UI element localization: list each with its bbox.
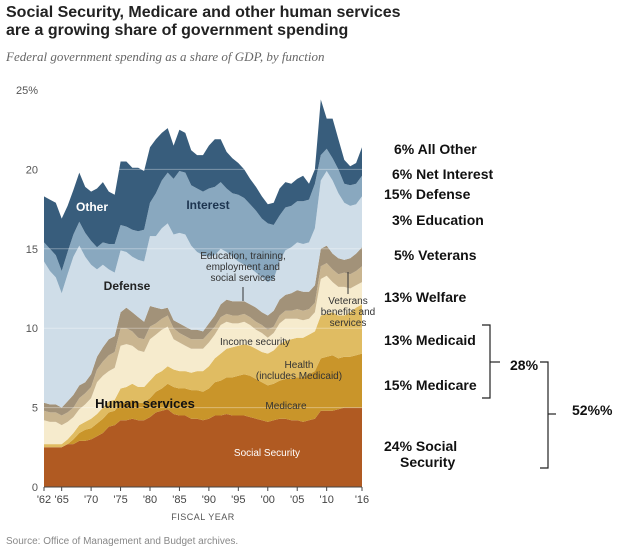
x-tick-label: '75 <box>113 494 127 506</box>
right-annotation-line: 13% Welfare <box>384 289 467 305</box>
right-annotation: 5% Veterans <box>394 247 477 263</box>
right-annotation: 52%% <box>572 402 612 418</box>
y-tick-label: 10 <box>26 323 38 335</box>
right-annotation-line: 15% Medicare <box>384 377 477 393</box>
area-interest <box>44 148 362 294</box>
area-label-line: Medicare <box>265 401 307 412</box>
axes: 0 5 10 15 20 25% '62'65 '70 '75 '80 '85 '90 '95 '00 '0… <box>16 85 369 522</box>
x-tick-label: '85 <box>172 494 186 506</box>
source-note: Source: Office of Management and Budget … <box>6 536 239 547</box>
y-tick-label: 15 <box>26 244 38 256</box>
area-label: Social Security <box>234 448 300 459</box>
x-tick-label: '80 <box>143 494 157 506</box>
right-annotation: 15% Medicare <box>384 377 477 393</box>
area-label: Other <box>76 200 108 214</box>
x-tick-label: '90 <box>202 494 216 506</box>
area-labels: Social Security Medicare Health (includes M… <box>76 198 375 459</box>
right-annotation-line: 3% Education <box>392 212 484 228</box>
x-tick-label: '10 <box>319 494 333 506</box>
area-label-line: Health <box>285 360 314 371</box>
x-tick-label: '05 <box>290 494 304 506</box>
right-annotation: 15% Defense <box>384 186 470 202</box>
area-label-line: benefits and <box>321 307 376 318</box>
y-tick-label: 25% <box>16 85 38 97</box>
area-layers <box>44 99 362 487</box>
right-annotation-line: 15% Defense <box>384 186 471 202</box>
area-label-line: Other <box>76 200 108 214</box>
right-annotation: 6% All Other <box>394 141 477 157</box>
chart-title: Social Security, Medicare and other huma… <box>6 4 401 39</box>
area-label-line: Interest <box>186 198 229 212</box>
area-income-security <box>44 275 362 445</box>
area-defense <box>44 171 362 408</box>
right-annotation-line: 52%% <box>572 402 613 418</box>
right-annotation-line: 6% Net Interest <box>392 166 494 182</box>
area-label-line: Education, training, <box>200 251 286 262</box>
area-label: Health (includes Medicaid) <box>256 360 342 382</box>
right-annotation-line: 28% <box>510 357 539 373</box>
x-tick-label: '95 <box>231 494 245 506</box>
area-label-line: Veterans <box>328 296 367 307</box>
y-tick-label: 20 <box>26 164 38 176</box>
area-education-training-employment-and-social-services <box>44 245 362 416</box>
right-annotation: 13% Medicaid <box>384 332 476 348</box>
group-label-human-services: Human services <box>95 396 195 411</box>
right-annotation: 6% Net Interest <box>392 166 493 182</box>
right-annotation-line: 6% All Other <box>394 141 477 157</box>
area-other <box>44 99 362 271</box>
area-label-line: employment and <box>206 262 280 273</box>
x-tick-label: '62 <box>37 494 51 506</box>
area-label-line: social services <box>210 273 275 284</box>
area-label: Veterans benefits and services <box>321 296 376 329</box>
x-tick-label: '65 <box>54 494 68 506</box>
right-annotation-line: 24% Social <box>384 438 458 454</box>
area-label: Income security <box>220 337 290 348</box>
area-label-line: services <box>330 318 367 329</box>
area-label-line: Defense <box>104 279 151 293</box>
area-medicare <box>44 353 362 448</box>
chart-subtitle: Federal government spending as a share o… <box>6 49 325 64</box>
y-tick-label: 5 <box>32 403 38 415</box>
right-annotation-line: 13% Medicaid <box>384 332 476 348</box>
right-annotation: 3% Education <box>392 212 484 228</box>
area-health-includes-medicaid- <box>44 304 362 448</box>
gridlines <box>44 89 362 409</box>
x-tick-label: '00 <box>261 494 275 506</box>
right-annotation-line: Security <box>400 454 456 470</box>
area-label: Defense <box>104 279 151 293</box>
area-label: Medicare <box>265 401 307 412</box>
x-tick-label: '70 <box>84 494 98 506</box>
right-annotation: 28% <box>510 357 538 373</box>
bracket <box>482 324 491 399</box>
x-tick-label: '16 <box>355 494 369 506</box>
right-annotation-line: 5% Veterans <box>394 247 477 263</box>
y-tick-label: 0 <box>32 482 38 494</box>
area-social-security <box>44 407 362 487</box>
area-label: Interest <box>186 198 229 212</box>
bracket <box>540 361 549 469</box>
x-axis-label: FISCAL YEAR <box>171 512 235 522</box>
area-label-line: (includes Medicaid) <box>256 371 342 382</box>
right-annotation: 24% Social Security <box>384 438 457 470</box>
area-veterans-benefits-and-services <box>44 263 362 426</box>
right-annotation: 13% Welfare <box>384 289 466 305</box>
area-label: Education, training, employment and social… <box>200 251 286 284</box>
area-label-line: Social Security <box>234 448 300 459</box>
brackets <box>482 324 556 469</box>
area-label-line: Income security <box>220 337 290 348</box>
